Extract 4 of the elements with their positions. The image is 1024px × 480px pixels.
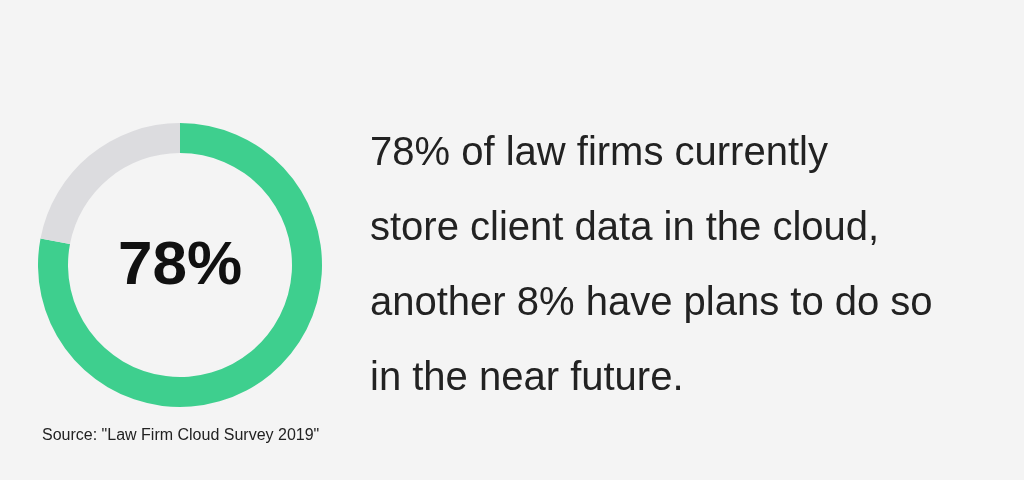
source-note: Source: "Law Firm Cloud Survey 2019" — [42, 426, 320, 443]
data-label: 78% — [117, 228, 243, 297]
text: 78% of law firms currently store client data in the cloud, another 8% have plans to do so in the near future. — [370, 128, 933, 398]
donut-slice — [38, 123, 322, 407]
